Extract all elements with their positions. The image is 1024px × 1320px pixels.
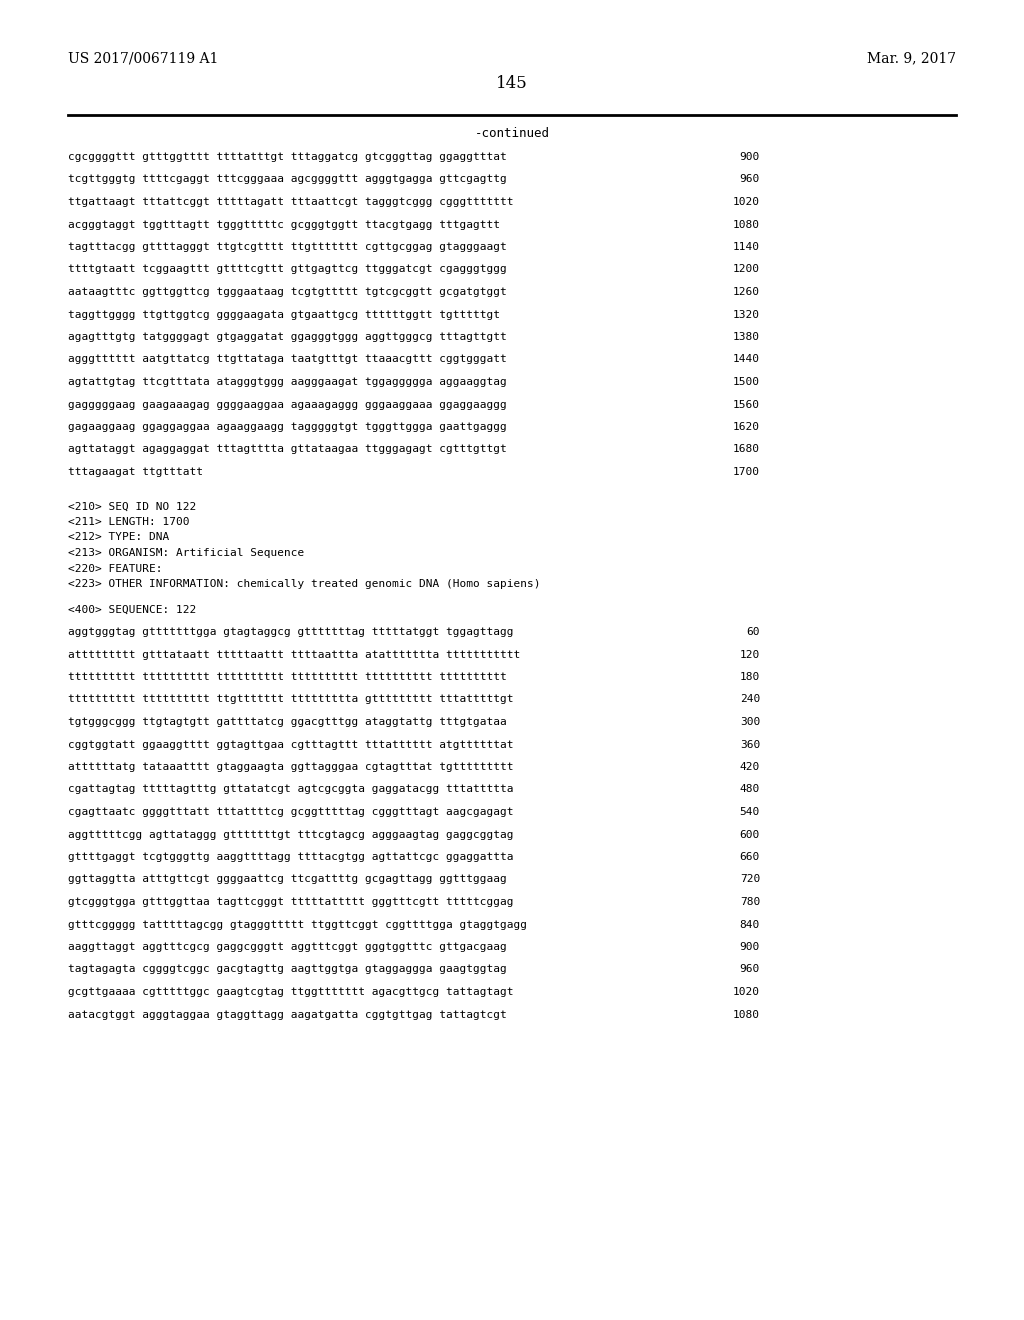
Text: 1700: 1700 (733, 467, 760, 477)
Text: <223> OTHER INFORMATION: chemically treated genomic DNA (Homo sapiens): <223> OTHER INFORMATION: chemically trea… (68, 579, 541, 589)
Text: gagaaggaag ggaggaggaa agaaggaagg tagggggtgt tgggttggga gaattgaggg: gagaaggaag ggaggaggaa agaaggaagg taggggg… (68, 422, 507, 432)
Text: 240: 240 (739, 694, 760, 705)
Text: attttttttt gtttataatt tttttaattt ttttaattta atattttttta ttttttttttt: attttttttt gtttataatt tttttaattt ttttaat… (68, 649, 520, 660)
Text: aggtttttcgg agttataggg gtttttttgt tttcgtagcg agggaagtag gaggcggtag: aggtttttcgg agttataggg gtttttttgt tttcgt… (68, 829, 513, 840)
Text: cgagttaatc ggggtttatt tttattttcg gcggtttttag cgggtttagt aagcgagagt: cgagttaatc ggggtttatt tttattttcg gcggttt… (68, 807, 513, 817)
Text: ggttaggtta atttgttcgt ggggaattcg ttcgattttg gcgagttagg ggtttggaag: ggttaggtta atttgttcgt ggggaattcg ttcgatt… (68, 874, 507, 884)
Text: aataagtttc ggttggttcg tgggaataag tcgtgttttt tgtcgcggtt gcgatgtggt: aataagtttc ggttggttcg tgggaataag tcgtgtt… (68, 286, 507, 297)
Text: 1560: 1560 (733, 400, 760, 409)
Text: 900: 900 (739, 942, 760, 952)
Text: 1320: 1320 (733, 309, 760, 319)
Text: US 2017/0067119 A1: US 2017/0067119 A1 (68, 51, 218, 65)
Text: cgattagtag tttttagtttg gttatatcgt agtcgcggta gaggatacgg tttattttta: cgattagtag tttttagtttg gttatatcgt agtcgc… (68, 784, 513, 795)
Text: 840: 840 (739, 920, 760, 929)
Text: ttttgtaatt tcggaagttt gttttcgttt gttgagttcg ttgggatcgt cgagggtggg: ttttgtaatt tcggaagttt gttttcgttt gttgagt… (68, 264, 507, 275)
Text: tcgttgggtg ttttcgaggt tttcgggaaa agcggggttt agggtgagga gttcgagttg: tcgttgggtg ttttcgaggt tttcgggaaa agcgggg… (68, 174, 507, 185)
Text: tttttttttt tttttttttt tttttttttt tttttttttt tttttttttt tttttttttt: tttttttttt tttttttttt tttttttttt ttttttt… (68, 672, 507, 682)
Text: 1380: 1380 (733, 333, 760, 342)
Text: 120: 120 (739, 649, 760, 660)
Text: Mar. 9, 2017: Mar. 9, 2017 (867, 51, 956, 65)
Text: 720: 720 (739, 874, 760, 884)
Text: taggttgggg ttgttggtcg ggggaagata gtgaattgcg ttttttggtt tgtttttgt: taggttgggg ttgttggtcg ggggaagata gtgaatt… (68, 309, 500, 319)
Text: gttttgaggt tcgtgggttg aaggttttagg ttttacgtgg agttattcgc ggaggattta: gttttgaggt tcgtgggttg aaggttttagg ttttac… (68, 851, 513, 862)
Text: cggtggtatt ggaaggtttt ggtagttgaa cgtttagttt tttatttttt atgttttttat: cggtggtatt ggaaggtttt ggtagttgaa cgtttag… (68, 739, 513, 750)
Text: 420: 420 (739, 762, 760, 772)
Text: gtttcggggg tatttttagcgg gtagggttttt ttggttcggt cggttttgga gtaggtgagg: gtttcggggg tatttttagcgg gtagggttttt ttgg… (68, 920, 527, 929)
Text: 1500: 1500 (733, 378, 760, 387)
Text: <213> ORGANISM: Artificial Sequence: <213> ORGANISM: Artificial Sequence (68, 548, 304, 558)
Text: 1020: 1020 (733, 987, 760, 997)
Text: tagtttacgg gttttagggt ttgtcgtttt ttgttttttt cgttgcggag gtagggaagt: tagtttacgg gttttagggt ttgtcgtttt ttgtttt… (68, 242, 507, 252)
Text: 360: 360 (739, 739, 760, 750)
Text: ttgattaagt tttattcggt tttttagatt tttaattcgt tagggtcggg cgggttttttt: ttgattaagt tttattcggt tttttagatt tttaatt… (68, 197, 513, 207)
Text: agttataggt agaggaggat tttagtttta gttataagaa ttgggagagt cgtttgttgt: agttataggt agaggaggat tttagtttta gttataa… (68, 445, 507, 454)
Text: gagggggaag gaagaaagag ggggaaggaa agaaagaggg gggaaggaaa ggaggaaggg: gagggggaag gaagaaagag ggggaaggaa agaaaga… (68, 400, 507, 409)
Text: agggtttttt aatgttatcg ttgttataga taatgtttgt ttaaacgttt cggtgggatt: agggtttttt aatgttatcg ttgttataga taatgtt… (68, 355, 507, 364)
Text: 1080: 1080 (733, 1010, 760, 1019)
Text: tttttttttt tttttttttt ttgttttttt ttttttttta gttttttttt tttatttttgt: tttttttttt tttttttttt ttgttttttt ttttttt… (68, 694, 513, 705)
Text: 1260: 1260 (733, 286, 760, 297)
Text: <211> LENGTH: 1700: <211> LENGTH: 1700 (68, 517, 189, 527)
Text: 540: 540 (739, 807, 760, 817)
Text: 145: 145 (496, 75, 528, 92)
Text: 1680: 1680 (733, 445, 760, 454)
Text: 180: 180 (739, 672, 760, 682)
Text: gcgttgaaaa cgtttttggc gaagtcgtag ttggttttttt agacgttgcg tattagtagt: gcgttgaaaa cgtttttggc gaagtcgtag ttggttt… (68, 987, 513, 997)
Text: <212> TYPE: DNA: <212> TYPE: DNA (68, 532, 169, 543)
Text: 1080: 1080 (733, 219, 760, 230)
Text: <400> SEQUENCE: 122: <400> SEQUENCE: 122 (68, 605, 197, 615)
Text: tagtagagta cggggtcggc gacgtagttg aagttggtga gtaggaggga gaagtggtag: tagtagagta cggggtcggc gacgtagttg aagttgg… (68, 965, 507, 974)
Text: acgggtaggt tggtttagtt tgggtttttc gcgggtggtt ttacgtgagg tttgagttt: acgggtaggt tggtttagtt tgggtttttc gcgggtg… (68, 219, 500, 230)
Text: agagtttgtg tatggggagt gtgaggatat ggagggtggg aggttgggcg tttagttgtt: agagtttgtg tatggggagt gtgaggatat ggagggt… (68, 333, 507, 342)
Text: 900: 900 (739, 152, 760, 162)
Text: gtcgggtgga gtttggttaa tagttcgggt tttttattttt gggtttcgtt tttttcggag: gtcgggtgga gtttggttaa tagttcgggt tttttat… (68, 898, 513, 907)
Text: <220> FEATURE:: <220> FEATURE: (68, 564, 163, 573)
Text: tgtgggcggg ttgtagtgtt gattttatcg ggacgtttgg ataggtattg tttgtgataa: tgtgggcggg ttgtagtgtt gattttatcg ggacgtt… (68, 717, 507, 727)
Text: agtattgtag ttcgtttata atagggtggg aagggaagat tggaggggga aggaaggtag: agtattgtag ttcgtttata atagggtggg aagggaa… (68, 378, 507, 387)
Text: 480: 480 (739, 784, 760, 795)
Text: 960: 960 (739, 965, 760, 974)
Text: tttagaagat ttgtttatt: tttagaagat ttgtttatt (68, 467, 203, 477)
Text: -continued: -continued (474, 127, 550, 140)
Text: cgcggggttt gtttggtttt ttttatttgt tttaggatcg gtcgggttag ggaggtttat: cgcggggttt gtttggtttt ttttatttgt tttagga… (68, 152, 507, 162)
Text: 960: 960 (739, 174, 760, 185)
Text: 1620: 1620 (733, 422, 760, 432)
Text: 660: 660 (739, 851, 760, 862)
Text: 600: 600 (739, 829, 760, 840)
Text: aatacgtggt agggtaggaa gtaggttagg aagatgatta cggtgttgag tattagtcgt: aatacgtggt agggtaggaa gtaggttagg aagatga… (68, 1010, 507, 1019)
Text: 780: 780 (739, 898, 760, 907)
Text: 1020: 1020 (733, 197, 760, 207)
Text: aggtgggtag gtttttttgga gtagtaggcg gtttttttag tttttatggt tggagttagg: aggtgggtag gtttttttgga gtagtaggcg gttttt… (68, 627, 513, 638)
Text: 60: 60 (746, 627, 760, 638)
Text: 300: 300 (739, 717, 760, 727)
Text: aaggttaggt aggtttcgcg gaggcgggtt aggtttcggt gggtggtttc gttgacgaag: aaggttaggt aggtttcgcg gaggcgggtt aggtttc… (68, 942, 507, 952)
Text: attttttatg tataaatttt gtaggaagta ggttagggaa cgtagtttat tgttttttttt: attttttatg tataaatttt gtaggaagta ggttagg… (68, 762, 513, 772)
Text: <210> SEQ ID NO 122: <210> SEQ ID NO 122 (68, 502, 197, 511)
Text: 1200: 1200 (733, 264, 760, 275)
Text: 1140: 1140 (733, 242, 760, 252)
Text: 1440: 1440 (733, 355, 760, 364)
